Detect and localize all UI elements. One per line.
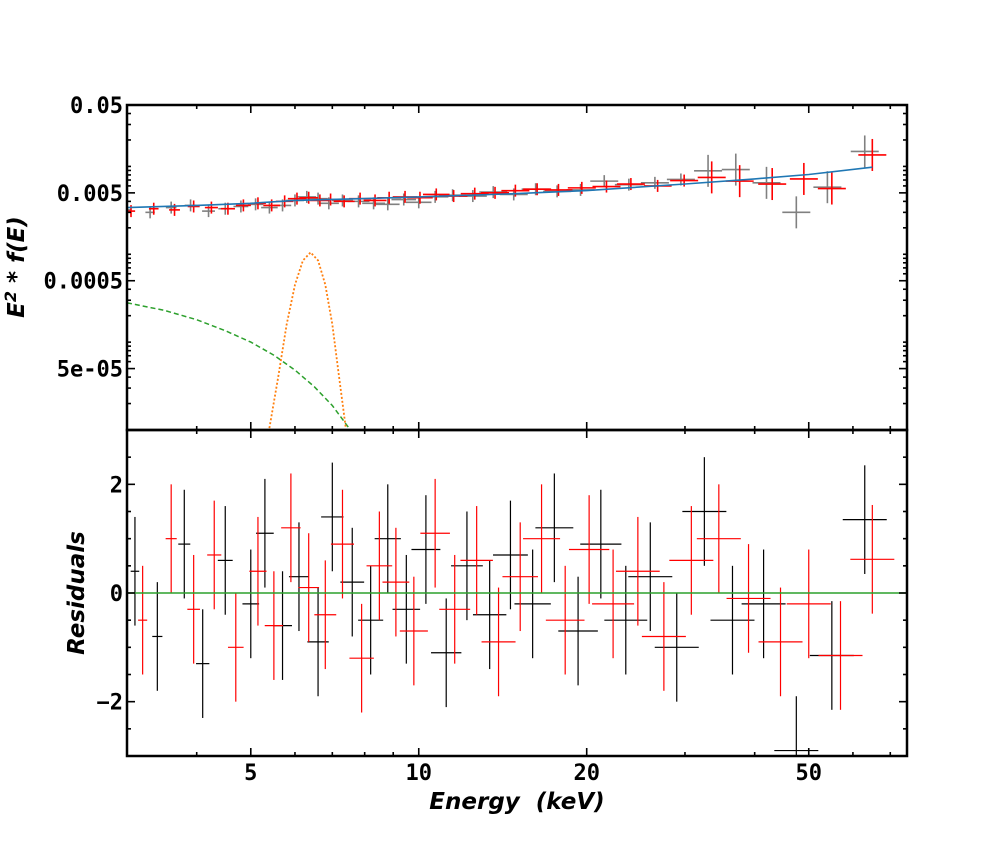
energy-x-tick-label: 10: [405, 761, 432, 786]
residuals-y-tick-label: −2: [97, 691, 124, 716]
spectrum-y-tick-label: 0.0005: [44, 270, 123, 295]
spectrum-plot-area: [127, 135, 887, 429]
energy-x-tick-label: 50: [795, 761, 822, 786]
residuals-y-tick-label: 0: [110, 582, 123, 607]
tick-marks: [126, 104, 907, 757]
residuals-y-axis-label: Residuals: [64, 531, 90, 655]
energy-x-axis-label: Energy (keV): [429, 789, 604, 815]
spectrum-y-tick-label: 5e-05: [57, 358, 123, 383]
model-total-line: [127, 166, 873, 209]
tick-labels: 0.05 0.005 0.0005 5e-05 −2 0 2 5 10 20 50: [44, 94, 822, 786]
spectrum-y-tick-label: 0.05: [70, 94, 123, 119]
energy-x-tick-label: 20: [573, 761, 600, 786]
spectrum-y-tick-label: 0.005: [57, 182, 123, 207]
energy-x-tick-label: 5: [244, 761, 257, 786]
residuals-y-tick-label: 2: [110, 473, 123, 498]
model-iron-line: [268, 251, 347, 429]
residuals-plot-area: [127, 457, 907, 756]
spectrum-y-axis-label: E2 * f(E): [1, 216, 30, 318]
